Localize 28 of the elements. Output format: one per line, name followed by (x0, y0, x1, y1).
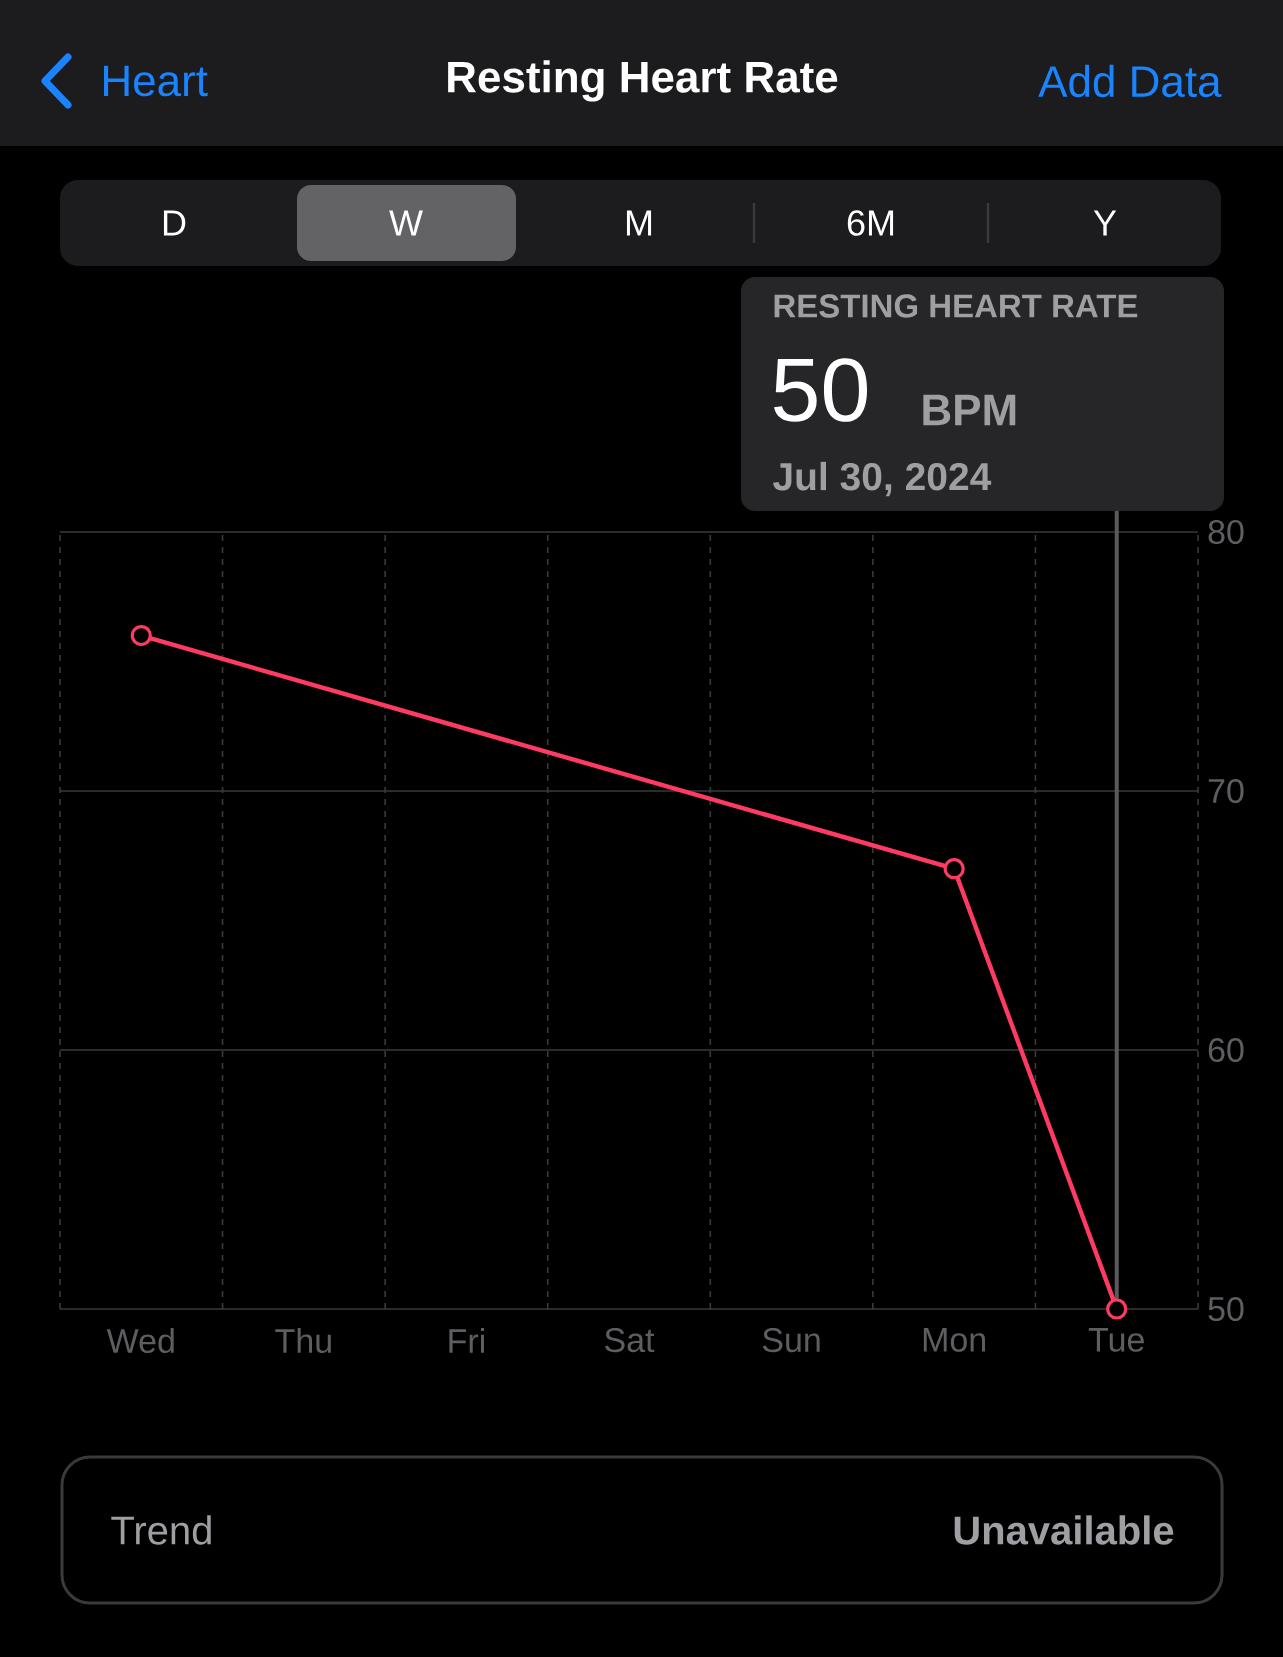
text: 50 (774, 358, 867, 422)
text: Add Data (1038, 64, 1222, 98)
text: Jul 30, 2024 (773, 461, 992, 497)
y-tick-label: 50 (1208, 1296, 1244, 1322)
chart-title: Resting Heart Rate (448, 60, 838, 102)
text: 6M (847, 210, 894, 236)
point (943, 858, 965, 880)
x-tick-label: Fri (449, 1328, 484, 1353)
text: Y (1093, 210, 1117, 236)
x-tick-label: Sun (762, 1328, 820, 1353)
y-tick-label: 70 (1208, 778, 1244, 804)
x-tick-label: Sat (605, 1328, 655, 1353)
text: W (389, 210, 423, 236)
x-tick-label: Mon (923, 1328, 985, 1352)
text: Heart (104, 65, 208, 97)
point (1106, 1298, 1128, 1320)
text: M (626, 210, 652, 236)
text: BPM (923, 394, 1016, 426)
x-tick-label: Thu (275, 1328, 331, 1354)
y-tick-label: 80 (1208, 519, 1244, 545)
text: D (163, 210, 186, 236)
x-tick-label: Tue (1088, 1328, 1144, 1352)
y-tick-label: 60 (1208, 1037, 1244, 1063)
text: RESTING HEART RATE (774, 294, 1138, 318)
point (130, 625, 152, 647)
text: Unavailable (954, 1515, 1174, 1545)
text: Trend (111, 1515, 211, 1545)
x-tick-label: Wed (106, 1328, 174, 1354)
